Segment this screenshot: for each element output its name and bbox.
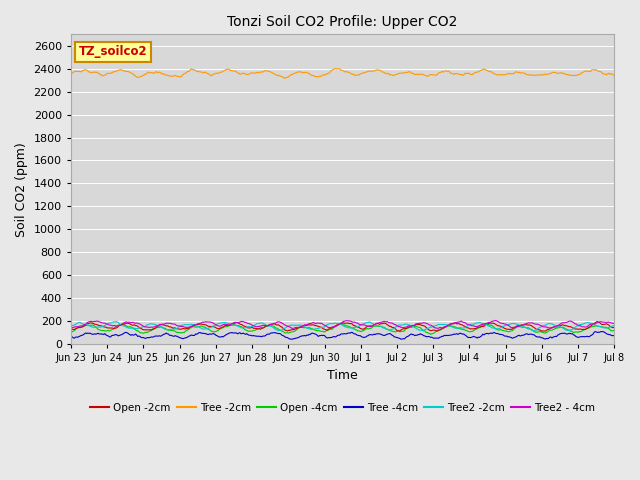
- X-axis label: Time: Time: [327, 369, 358, 382]
- Text: TZ_soilco2: TZ_soilco2: [79, 45, 148, 58]
- Title: Tonzi Soil CO2 Profile: Upper CO2: Tonzi Soil CO2 Profile: Upper CO2: [227, 15, 458, 29]
- Legend: Open -2cm, Tree -2cm, Open -4cm, Tree -4cm, Tree2 -2cm, Tree2 - 4cm: Open -2cm, Tree -2cm, Open -4cm, Tree -4…: [86, 399, 599, 417]
- Y-axis label: Soil CO2 (ppm): Soil CO2 (ppm): [15, 142, 28, 237]
